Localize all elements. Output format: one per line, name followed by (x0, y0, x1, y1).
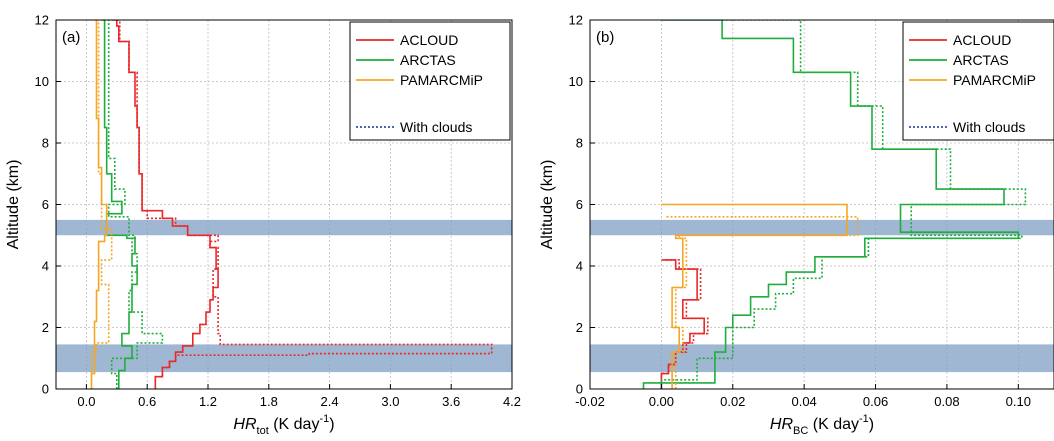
y-tick-label: 0 (42, 382, 49, 397)
series-line-pamarcmip-with-clouds (665, 216, 859, 389)
y-tick-label: 8 (42, 136, 49, 151)
legend-box (349, 21, 511, 141)
y-tick-label: 12 (569, 13, 583, 28)
legend-label-arctas: ARCTAS (953, 52, 1009, 68)
x-axis-title-sub: tot (257, 425, 269, 436)
series-line-pamarcmip (90, 20, 108, 389)
x-tick-label: 0.04 (791, 394, 816, 409)
x-axis-title-unit: (K day (269, 416, 320, 433)
series-line-acloud-with-clouds (116, 20, 493, 389)
series-line-acloud-with-clouds (660, 259, 709, 389)
series-line-arctas-with-clouds (104, 20, 164, 389)
x-tick-label: 0.08 (934, 394, 959, 409)
x-axis-title-main: HR (770, 416, 794, 433)
y-tick-label: 2 (576, 320, 583, 335)
y-axis-title: Altitude (km) (5, 160, 22, 250)
y-tick-label: 10 (35, 74, 49, 89)
panel-a: 0.0 0.6 1.2 1.8 2.4 3.0 3.6 4.2 0 2 4 6 8 10 12 (a) Alti… (5, 13, 521, 438)
legend-label-acloud: ACLOUD (400, 32, 458, 48)
series-line-arctas (642, 20, 1020, 389)
x-axis-title-close: ) (329, 416, 334, 433)
y-tick-label: 6 (576, 197, 583, 212)
y-tick-label: 6 (42, 197, 49, 212)
y-tick-label: 0 (576, 382, 583, 397)
y-tick-label: 12 (35, 13, 49, 28)
y-tick-label: 10 (569, 74, 583, 89)
x-tick-label: 1.8 (260, 394, 278, 409)
x-tick-label: 0.00 (649, 394, 674, 409)
x-axis-title-close: ) (869, 416, 874, 433)
legend-label-pamarcmip: PAMARCMiP (953, 72, 1036, 88)
x-axis-title-sup: -1 (859, 413, 869, 425)
legend-label-pamarcmip: PAMARCMiP (400, 72, 483, 88)
x-tick-label: 3.6 (442, 394, 460, 409)
x-axis-title: HRtot (K day-1) (233, 413, 334, 436)
x-axis-title-unit: (K day (808, 416, 859, 433)
panel-label: (b) (596, 29, 614, 46)
y-axis-title: Altitude (km) (539, 160, 556, 250)
x-tick-label: 2.4 (321, 394, 339, 409)
shaded-band (56, 219, 512, 236)
legend-label-arctas: ARCTAS (400, 52, 456, 68)
y-tick-label: 8 (576, 136, 583, 151)
x-tick-label: 0.06 (863, 394, 888, 409)
y-tick-label: 2 (42, 320, 49, 335)
x-tick-label: 3.0 (381, 394, 399, 409)
series-group (642, 20, 1027, 389)
shaded-band (590, 344, 1054, 373)
legend: ACLOUD ARCTAS PAMARCMiP With clouds (902, 21, 1054, 141)
series-line-pamarcmip-with-clouds (90, 20, 113, 389)
series-line-arctas-with-clouds (660, 20, 1027, 389)
legend-label-with-clouds: With clouds (400, 119, 472, 135)
x-tick-label: 0.02 (720, 394, 745, 409)
x-axis-title-sub: BC (793, 425, 808, 436)
x-axis-title-sup: -1 (319, 413, 329, 425)
legend: ACLOUD ARCTAS PAMARCMiP With clouds (349, 21, 511, 141)
series-group (90, 20, 493, 389)
legend-label-acloud: ACLOUD (953, 32, 1011, 48)
x-tick-label: 1.2 (199, 394, 217, 409)
x-tick-label: 4.2 (503, 394, 521, 409)
panel-label: (a) (62, 29, 80, 46)
y-tick-label: 4 (576, 259, 583, 274)
x-axis-title: HRBC (K day-1) (770, 413, 874, 436)
x-tick-label: 0.6 (138, 394, 156, 409)
x-tick-label: 0.0 (77, 394, 95, 409)
legend-box (902, 21, 1054, 141)
y-tick-label: 4 (42, 259, 49, 274)
x-tick-label: 0.10 (1006, 394, 1031, 409)
x-tick-label: -0.02 (575, 394, 605, 409)
panel-b: -0.02 0.00 0.02 0.04 0.06 0.08 0.10 0 2 4 6 8 10 12 (b… (539, 13, 1054, 437)
legend-label-with-clouds: With clouds (953, 119, 1025, 135)
x-axis-title-main: HR (233, 416, 257, 433)
